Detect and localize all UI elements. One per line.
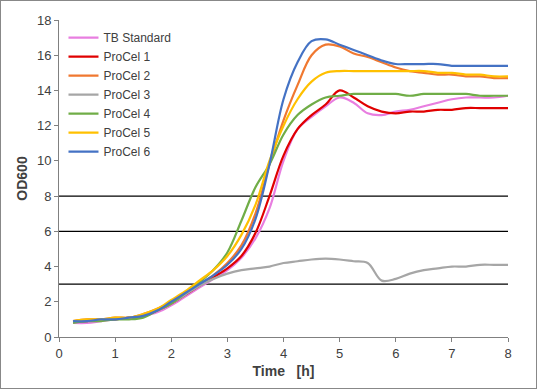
svg-text:6: 6: [44, 224, 51, 239]
svg-text:4: 4: [44, 259, 51, 274]
svg-text:OD600: OD600: [14, 156, 30, 201]
svg-text:7: 7: [448, 346, 455, 361]
svg-text:8: 8: [504, 346, 511, 361]
svg-text:18: 18: [37, 13, 51, 28]
svg-text:3: 3: [224, 346, 231, 361]
svg-text:10: 10: [37, 153, 51, 168]
svg-text:ProCel 5: ProCel 5: [103, 126, 150, 140]
svg-text:Time [h]: Time [h]: [253, 363, 315, 379]
svg-text:2: 2: [44, 294, 51, 309]
svg-text:8: 8: [44, 189, 51, 204]
svg-text:16: 16: [37, 48, 51, 63]
svg-text:12: 12: [37, 118, 51, 133]
svg-text:14: 14: [37, 83, 51, 98]
svg-text:4: 4: [280, 346, 287, 361]
svg-text:2: 2: [168, 346, 175, 361]
svg-text:ProCel 2: ProCel 2: [103, 69, 150, 83]
svg-text:ProCel 1: ProCel 1: [103, 50, 150, 64]
svg-text:TB Standard: TB Standard: [103, 31, 170, 45]
svg-text:ProCel 3: ProCel 3: [103, 88, 150, 102]
svg-text:0: 0: [44, 330, 51, 345]
svg-text:1: 1: [112, 346, 119, 361]
svg-text:ProCel 6: ProCel 6: [103, 145, 150, 159]
svg-text:0: 0: [55, 346, 62, 361]
svg-text:6: 6: [392, 346, 399, 361]
svg-text:5: 5: [336, 346, 343, 361]
svg-text:ProCel 4: ProCel 4: [103, 107, 150, 121]
